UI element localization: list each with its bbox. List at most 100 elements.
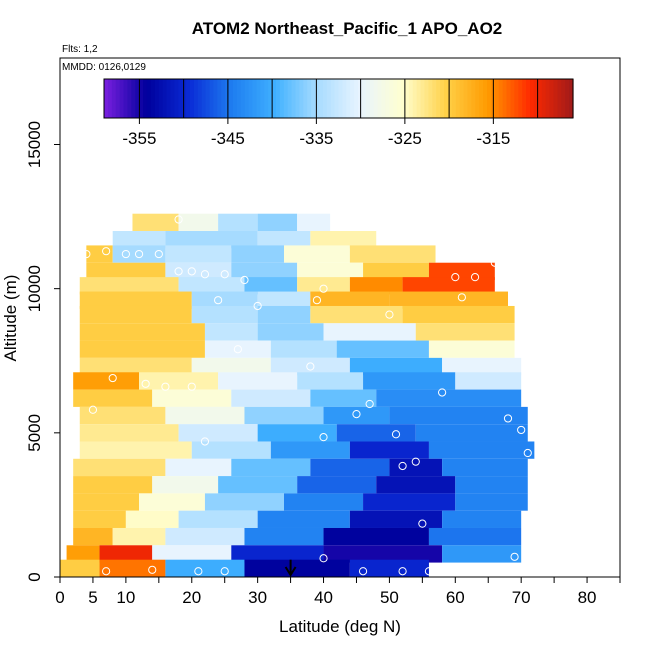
colorbar-swatch xyxy=(354,79,359,118)
heatmap-cell xyxy=(297,277,350,295)
heatmap-cell xyxy=(73,458,166,477)
heatmap-cell xyxy=(323,527,429,546)
heatmap-cell xyxy=(204,493,284,511)
colorbar-swatch xyxy=(311,79,316,118)
colorbar-border xyxy=(103,78,574,119)
heatmap-cell xyxy=(191,441,271,459)
heatmap-cell xyxy=(112,231,166,249)
colorbar-swatch xyxy=(326,79,332,118)
colorbar-swatch xyxy=(541,79,547,118)
x-tick-label: 50 xyxy=(380,588,399,607)
colorbar-swatch xyxy=(275,79,281,118)
heatmap-cell xyxy=(349,510,443,528)
colorbar-swatch xyxy=(143,79,148,118)
colorbar-swatch xyxy=(178,79,183,118)
heatmap-cell xyxy=(152,476,219,494)
heatmap-cell xyxy=(60,559,100,577)
heatmap-cell xyxy=(231,262,298,281)
heatmap-cell xyxy=(270,357,350,376)
colorbar-swatch xyxy=(307,79,312,118)
sample-point xyxy=(174,215,183,224)
sample-point xyxy=(319,433,328,442)
colorbar-swatch xyxy=(506,79,512,118)
heatmap-cell xyxy=(204,340,271,358)
colorbar-swatch xyxy=(213,79,218,118)
colorbar-swatch xyxy=(518,79,523,118)
heatmap-cell xyxy=(336,340,429,358)
heatmap-cell xyxy=(79,424,179,442)
heatmap-cell xyxy=(125,510,179,528)
colorbar-swatch xyxy=(502,79,508,118)
heatmap-cell xyxy=(191,291,258,309)
heatmap-cell xyxy=(79,441,192,459)
sample-point xyxy=(102,247,111,256)
colorbar-swatch xyxy=(299,79,304,118)
heatmap-cell xyxy=(99,559,166,577)
colorbar-swatch xyxy=(432,79,437,118)
heatmap-cell xyxy=(297,372,364,390)
mmdd-label: MMDD: 0126,0129 xyxy=(62,62,146,73)
colorbar-swatch xyxy=(401,79,406,118)
heatmap-cell xyxy=(86,262,166,281)
heatmap-cell xyxy=(270,340,337,358)
heatmap-cell xyxy=(310,458,390,477)
colorbar-swatch xyxy=(408,79,414,118)
x-tick-label: 10 xyxy=(116,588,135,607)
colorbar-swatch xyxy=(381,79,386,118)
colorbar-swatch xyxy=(436,79,441,118)
colorbar-swatch xyxy=(526,79,531,118)
sample-point xyxy=(319,554,328,563)
colorbar-swatch xyxy=(330,79,336,118)
sample-point xyxy=(187,267,196,276)
colorbar-swatch xyxy=(123,79,129,118)
heatmap-cell xyxy=(165,458,232,477)
heatmap-cell xyxy=(349,277,403,295)
sample-point xyxy=(233,345,242,354)
heatmap-cell xyxy=(244,527,324,546)
heatmap-cell xyxy=(73,493,140,511)
colorbar-swatch xyxy=(533,79,539,118)
colorbar-swatch xyxy=(428,79,433,118)
colorbar-swatch xyxy=(315,79,320,118)
colorbar-swatch xyxy=(240,79,246,118)
colorbar-swatch xyxy=(158,79,164,118)
heatmap-cell xyxy=(349,245,436,263)
heatmap-cell xyxy=(257,305,311,324)
arrow-head xyxy=(284,566,297,577)
colorbar-swatch xyxy=(189,79,195,118)
colorbar-swatch xyxy=(248,79,254,118)
sample-point xyxy=(438,388,447,397)
sample-point xyxy=(220,567,229,576)
colorbar-swatch xyxy=(322,79,328,118)
sample-point xyxy=(253,301,262,311)
colorbar-swatch xyxy=(131,79,136,118)
colorbar-swatch xyxy=(111,79,117,118)
colorbar-swatch xyxy=(475,79,480,118)
colorbar-swatch xyxy=(236,79,242,118)
colorbar-swatch xyxy=(377,79,383,118)
colorbar-swatch xyxy=(549,79,555,118)
colorbar-swatch xyxy=(260,79,265,118)
sample-point xyxy=(82,249,91,259)
heatmap-cell xyxy=(112,245,166,263)
heatmap-cell xyxy=(389,291,508,309)
sample-point xyxy=(418,519,427,528)
sample-point xyxy=(358,567,368,576)
colorbar-swatch xyxy=(451,79,457,118)
colorbar-swatch xyxy=(303,79,308,118)
sample-point xyxy=(517,425,526,435)
x-tick-label: 70 xyxy=(512,588,531,607)
colorbar-swatch xyxy=(522,79,527,118)
sample-point xyxy=(365,399,374,409)
colorbar-swatch xyxy=(459,79,465,118)
colorbar-swatch xyxy=(361,79,367,118)
y-tick-label: 0 xyxy=(25,572,44,581)
sample-point xyxy=(352,409,361,419)
colorbar-swatch xyxy=(268,79,273,118)
heatmap-cell xyxy=(79,340,205,358)
sample-point xyxy=(62,385,71,394)
heatmap-cell xyxy=(363,262,429,281)
heatmap-cell xyxy=(204,323,258,341)
heatmap-cell xyxy=(231,245,284,263)
